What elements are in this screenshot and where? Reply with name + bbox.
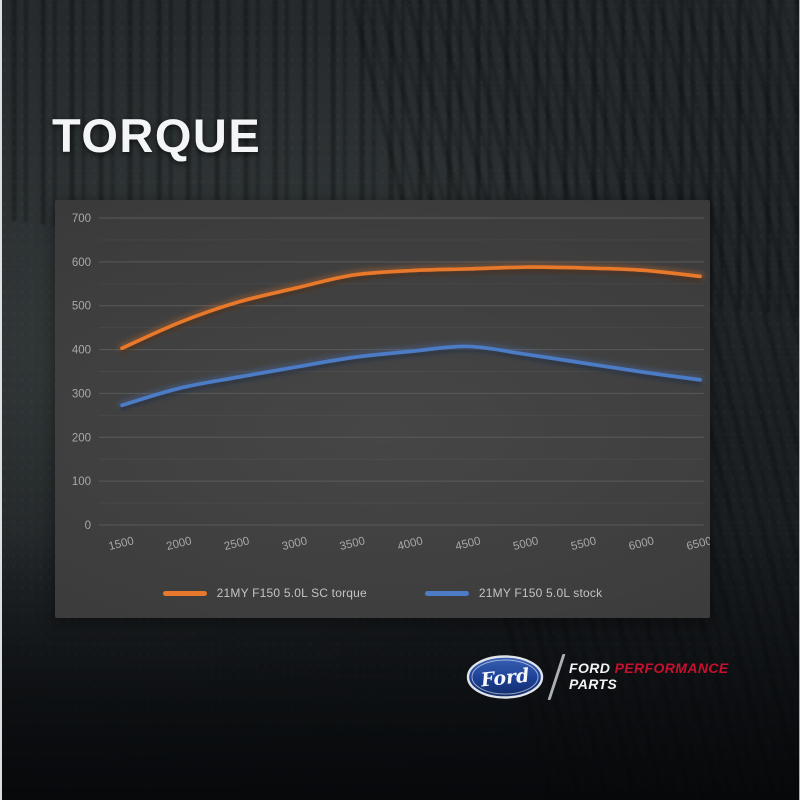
- svg-text:600: 600: [72, 257, 91, 269]
- svg-text:300: 300: [72, 388, 91, 400]
- svg-text:2000: 2000: [165, 535, 193, 553]
- left-edge-highlight: [0, 0, 2, 800]
- legend-swatch-blue: [424, 590, 469, 596]
- svg-text:1500: 1500: [107, 535, 135, 553]
- svg-text:2500: 2500: [223, 535, 251, 553]
- ford-performance-wordmark: FORD PERFORMANCE PARTS: [569, 660, 729, 692]
- slash-divider: [547, 654, 566, 700]
- svg-text:3500: 3500: [339, 535, 367, 553]
- ford-performance-branding: Ford FORD PERFORMANCE PARTS: [466, 650, 729, 704]
- svg-text:0: 0: [85, 520, 91, 532]
- svg-text:5000: 5000: [512, 535, 540, 553]
- parts-word: PARTS: [569, 676, 618, 692]
- svg-text:100: 100: [72, 476, 91, 488]
- ford-word: FORD: [569, 660, 611, 677]
- svg-text:400: 400: [72, 345, 91, 357]
- ford-performance-line: FORD PERFORMANCE: [569, 660, 729, 677]
- legend-label-stock: 21MY F150 5.0L stock: [478, 586, 603, 600]
- ford-script-text: Ford: [479, 665, 530, 692]
- svg-text:4000: 4000: [396, 535, 424, 553]
- ford-oval-logo: Ford: [466, 655, 544, 699]
- svg-text:700: 700: [72, 213, 91, 225]
- legend-item-sc-torque: 21MY F150 5.0L SC torque: [162, 586, 367, 600]
- page-title: TORQUE: [52, 109, 262, 162]
- svg-text:6500: 6500: [685, 535, 710, 553]
- torque-line-chart: 0 100 200 300 400 500 600 700 1500 2000 2500 3000 35…: [72, 213, 710, 553]
- svg-text:4500: 4500: [454, 535, 482, 553]
- legend-swatch-orange: [162, 590, 207, 596]
- legend-item-stock: 21MY F150 5.0L stock: [424, 586, 603, 600]
- svg-text:3000: 3000: [281, 535, 309, 553]
- svg-text:5500: 5500: [570, 535, 598, 553]
- svg-text:200: 200: [72, 432, 91, 444]
- svg-text:6000: 6000: [628, 535, 656, 553]
- chart-legend: 21MY F150 5.0L SC torque 21MY F150 5.0L …: [55, 582, 710, 604]
- legend-label-sc-torque: 21MY F150 5.0L SC torque: [216, 586, 367, 600]
- svg-text:500: 500: [72, 301, 91, 313]
- torque-chart-panel: 0 100 200 300 400 500 600 700 1500 2000 2500 3000 35…: [55, 200, 710, 618]
- performance-word: PERFORMANCE: [614, 660, 729, 677]
